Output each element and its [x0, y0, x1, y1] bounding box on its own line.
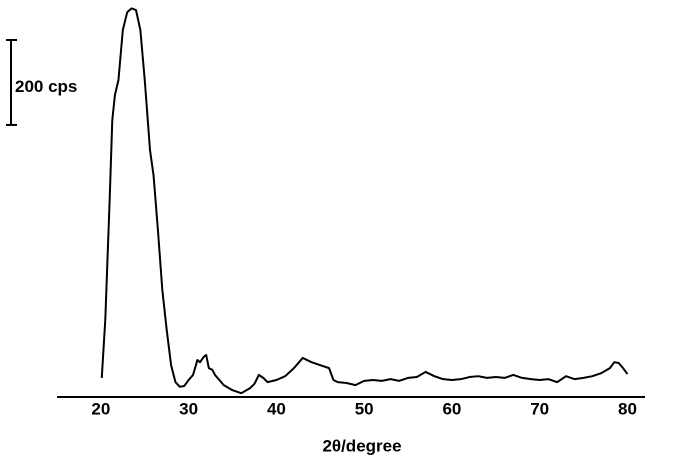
- x-tick-label: 60: [442, 399, 461, 418]
- x-tick-label: 70: [530, 399, 549, 418]
- series-line: [100, 7, 629, 395]
- scale-bar-label: 200 cps: [15, 77, 77, 96]
- x-tick-label: 20: [91, 399, 110, 418]
- x-tick-label: 50: [355, 399, 374, 418]
- x-axis-title: 2θ/degree: [322, 436, 401, 455]
- x-tick-label: 40: [267, 399, 286, 418]
- x-tick-label: 80: [618, 399, 637, 418]
- x-tick-label: 30: [179, 399, 198, 418]
